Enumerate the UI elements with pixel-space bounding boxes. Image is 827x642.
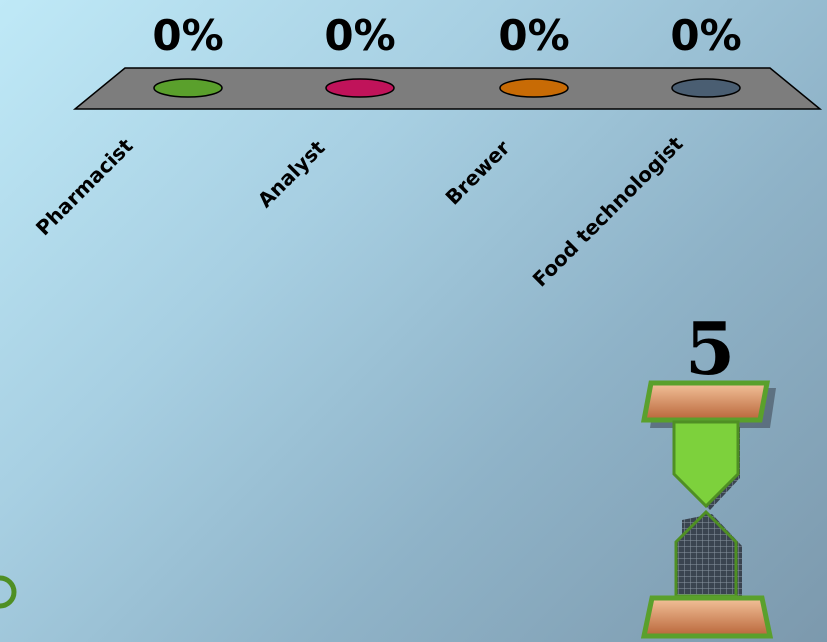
value-label-2: 0% xyxy=(324,11,395,60)
value-label-4: 0% xyxy=(670,11,741,60)
category-label-1: Pharmacist xyxy=(31,133,138,240)
value-label-3: 0% xyxy=(498,11,569,60)
bar-top-3 xyxy=(499,78,569,98)
category-label-2: Analyst xyxy=(253,135,330,212)
hourglass-timer-icon xyxy=(640,380,776,639)
value-label-1: 0% xyxy=(152,11,223,60)
chart-base-platform xyxy=(72,67,823,110)
countdown-number: 5 xyxy=(685,306,735,391)
category-label-4: Food technologist xyxy=(528,131,688,291)
edge-circle-icon xyxy=(0,575,17,609)
bar-top-4 xyxy=(671,78,741,98)
bar-top-1 xyxy=(153,78,223,98)
bar-top-2 xyxy=(325,78,395,98)
category-label-3: Brewer xyxy=(441,135,515,209)
